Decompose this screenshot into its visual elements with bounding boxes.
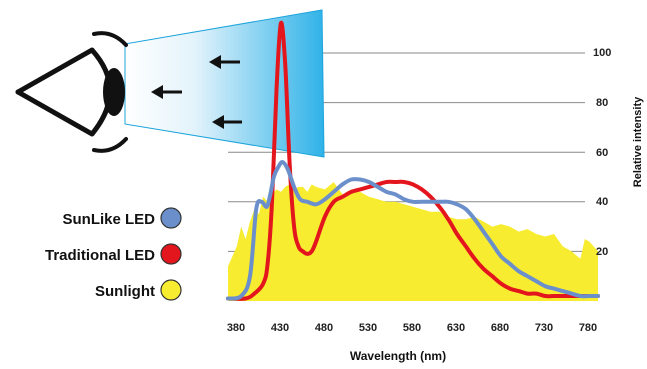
legend-swatch-traditional	[160, 243, 182, 265]
arrow-icon	[151, 55, 242, 129]
x-tick-label: 730	[535, 322, 553, 334]
legend-label-sunlike: SunLike LED	[62, 211, 155, 228]
legend: SunLike LED Traditional LED Sunlight	[45, 207, 182, 301]
x-tick-label: 630	[447, 322, 465, 334]
series-layer	[226, 20, 600, 301]
y-tick-label: 60	[596, 147, 608, 159]
x-tick-labels: 380 430 480 530 580 630 680 730 780	[227, 322, 597, 334]
light-beam	[124, 9, 325, 158]
y-tick-label: 80	[596, 97, 608, 109]
y-tick-label: 20	[596, 246, 608, 258]
x-tick-label: 780	[579, 322, 597, 334]
x-tick-label: 380	[227, 322, 245, 334]
y-tick-label: 40	[596, 196, 608, 208]
series-area-sunlight	[228, 182, 598, 301]
series-line-sunlike-led	[226, 160, 600, 301]
x-tick-label: 430	[271, 322, 289, 334]
x-tick-label: 530	[359, 322, 377, 334]
legend-swatch-sunlike	[160, 207, 182, 229]
eye-icon	[15, 31, 128, 153]
x-tick-label: 480	[315, 322, 333, 334]
y-tick-labels: 20 40 60 80 100	[593, 47, 611, 258]
legend-label-traditional: Traditional LED	[45, 247, 155, 264]
legend-swatch-sunlight	[160, 279, 182, 301]
y-axis-title: Relative intensity	[632, 96, 644, 187]
y-tick-label: 100	[593, 47, 611, 59]
legend-label-sunlight: Sunlight	[95, 283, 155, 300]
x-axis-title: Wavelength (nm)	[350, 349, 446, 363]
series-line-traditional-led	[226, 20, 600, 301]
x-tick-label: 580	[403, 322, 421, 334]
x-tick-label: 680	[491, 322, 509, 334]
